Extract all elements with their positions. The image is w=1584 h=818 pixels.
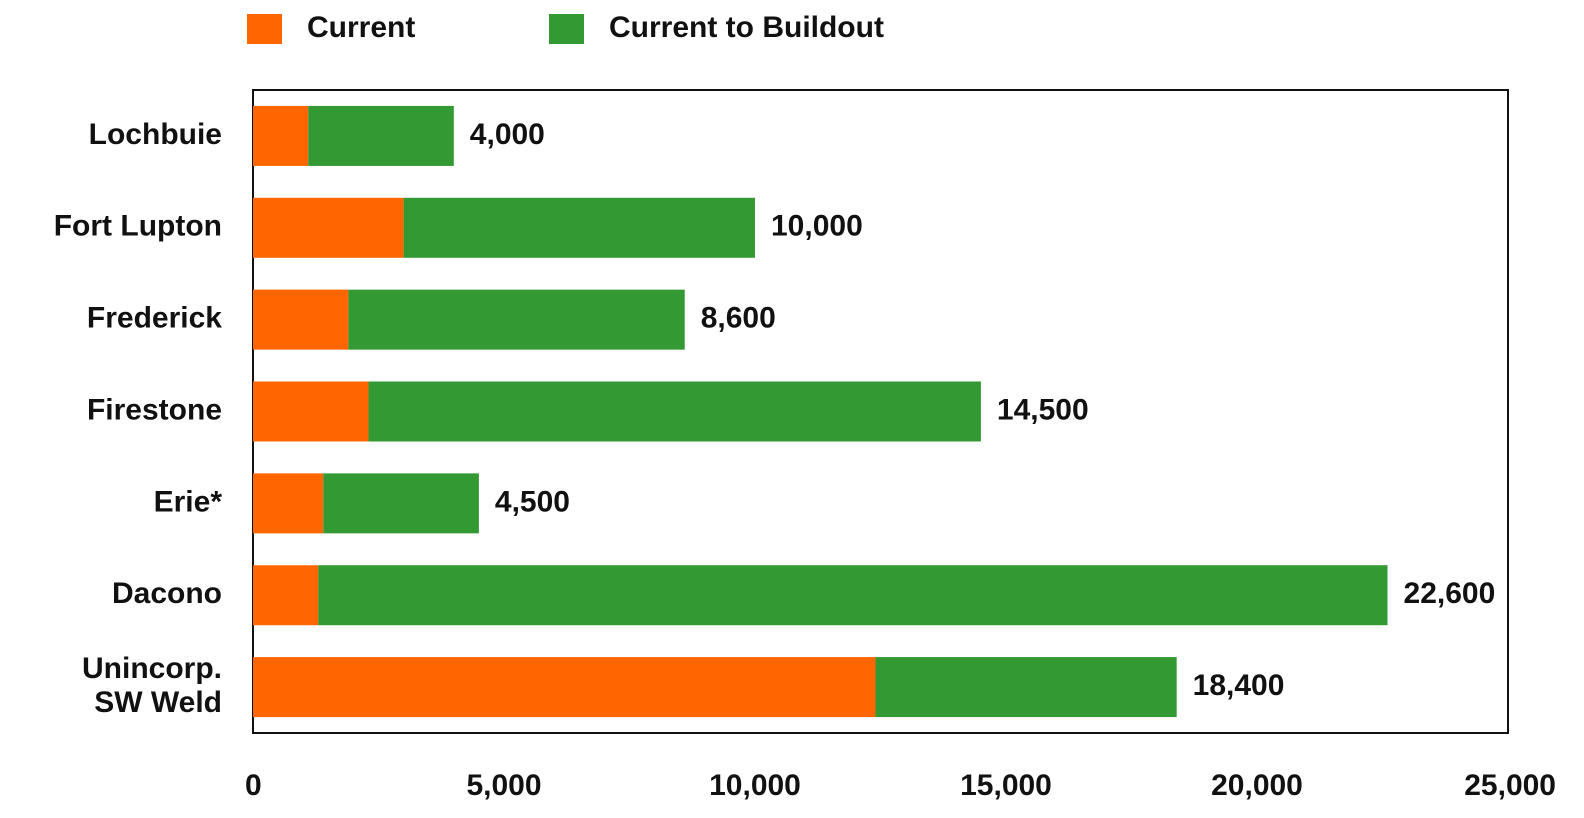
legend-swatch — [247, 14, 282, 44]
bar-segment — [323, 473, 479, 534]
total-label: 22,600 — [1404, 577, 1496, 610]
bar-segment — [253, 289, 349, 350]
x-tick-label: 10,000 — [709, 769, 801, 802]
y-tick-label: Frederick — [87, 302, 222, 335]
bar-segment — [318, 565, 1388, 626]
bar-segment — [348, 289, 685, 350]
legend-swatch — [549, 14, 584, 44]
y-tick-label: Fort Lupton — [54, 210, 222, 243]
x-tick-label: 15,000 — [960, 769, 1052, 802]
total-label: 4,500 — [495, 485, 570, 518]
bar-segment — [253, 473, 324, 534]
total-label: 8,600 — [701, 302, 776, 335]
bar-segment — [875, 657, 1177, 718]
x-tick-label: 5,000 — [466, 769, 541, 802]
bar-segment — [253, 565, 319, 626]
legend-label: Current — [307, 11, 415, 44]
legend-label: Current to Buildout — [609, 11, 884, 44]
x-tick-label: 25,000 — [1464, 769, 1556, 802]
y-tick-label: Firestone — [87, 393, 222, 426]
x-tick-label: 0 — [245, 769, 262, 802]
bar-segment — [368, 381, 981, 442]
y-tick-label: Erie* — [154, 485, 223, 518]
bar-segment — [253, 105, 309, 166]
x-tick-label: 20,000 — [1211, 769, 1303, 802]
total-label: 10,000 — [771, 210, 863, 243]
bar-segment — [253, 197, 404, 258]
total-label: 14,500 — [997, 393, 1089, 426]
total-label: 18,400 — [1193, 669, 1285, 702]
bar-segment — [308, 105, 454, 166]
y-tick-label: Dacono — [112, 577, 222, 610]
y-tick-label: Unincorp. SW Weld — [82, 652, 222, 719]
y-tick-label: Lochbuie — [89, 118, 222, 151]
bar-segment — [403, 197, 755, 258]
total-label: 4,000 — [470, 118, 545, 151]
bar-segment — [253, 381, 369, 442]
bar-segment — [253, 657, 876, 718]
